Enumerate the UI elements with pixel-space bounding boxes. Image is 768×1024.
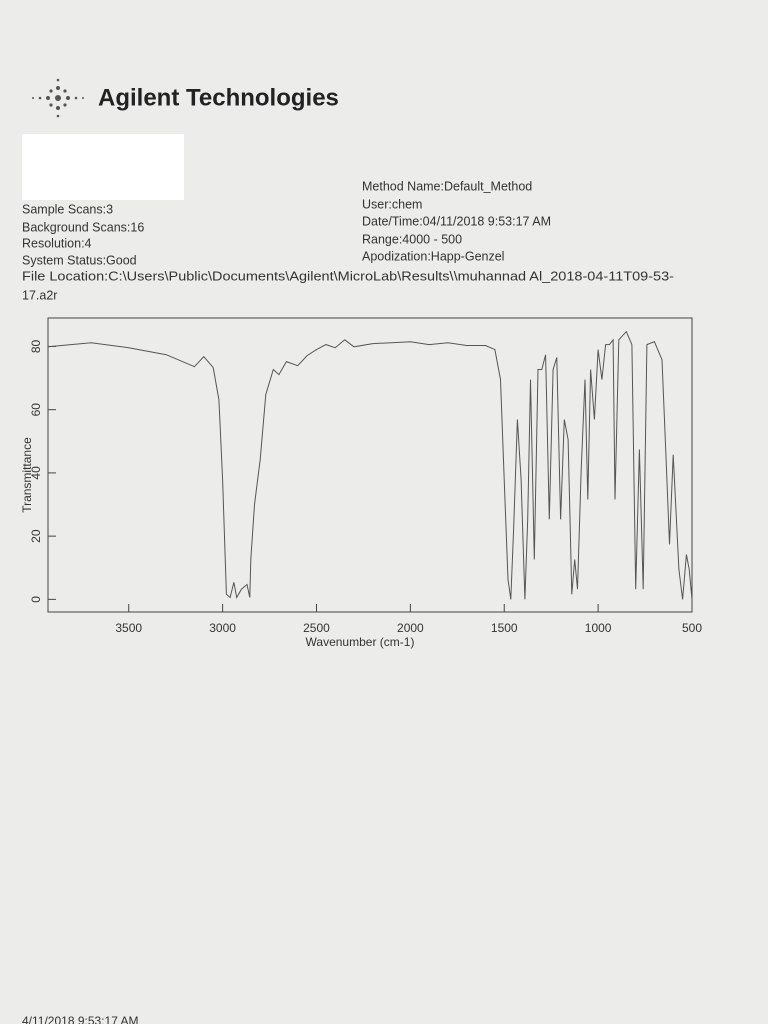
meta-line: System Status:Good [22,253,137,267]
meta-line: Date/Time:04/11/2018 9:53:17 AM [362,214,551,228]
footer: 4/11/2018 9:53:17 AM [22,1014,139,1024]
file-location: 17.a2r [22,288,57,302]
x-tick-label: 500 [682,621,702,635]
meta-line: Method Name:Default_Method [362,179,532,193]
x-tick-label: 1000 [585,621,612,635]
chart: 3500 3000 2500 2000 1500 1000 500 0 20 40 60 80 Wave… [20,317,702,649]
y-tick-label: 80 [29,339,43,353]
meta-line: Sample Scans:3 [22,202,113,216]
redaction [22,134,184,200]
meta-line: Range:4000 - 500 [362,232,462,246]
meta-line: Resolution:4 [22,236,92,250]
x-tick-label: 1500 [491,621,518,635]
meta-line: Apodization:Happ-Genzel [362,249,504,263]
y-axis-title: Transmittance [20,437,34,513]
y-tick-label: 40 [29,466,43,480]
x-tick-label: 3000 [209,621,236,635]
y-tick-label: 20 [29,529,43,543]
meta-line: Background Scans:16 [22,220,144,234]
meta-line: User:chem [362,197,422,211]
y-tick-label: 60 [29,403,43,417]
y-tick-label: 0 [29,596,43,603]
brand: Agilent Technologies [98,84,339,111]
x-tick-label: 2500 [303,621,330,635]
file-location: File Location:C:\Users\Public\Documents\… [22,269,674,283]
spectrum-line [47,330,693,600]
x-tick-label: 3500 [115,621,142,635]
logo [32,78,84,118]
plot-frame [47,317,693,613]
x-axis-title: Wavenumber (cm-1) [306,635,415,649]
x-tick-label: 2000 [397,621,424,635]
